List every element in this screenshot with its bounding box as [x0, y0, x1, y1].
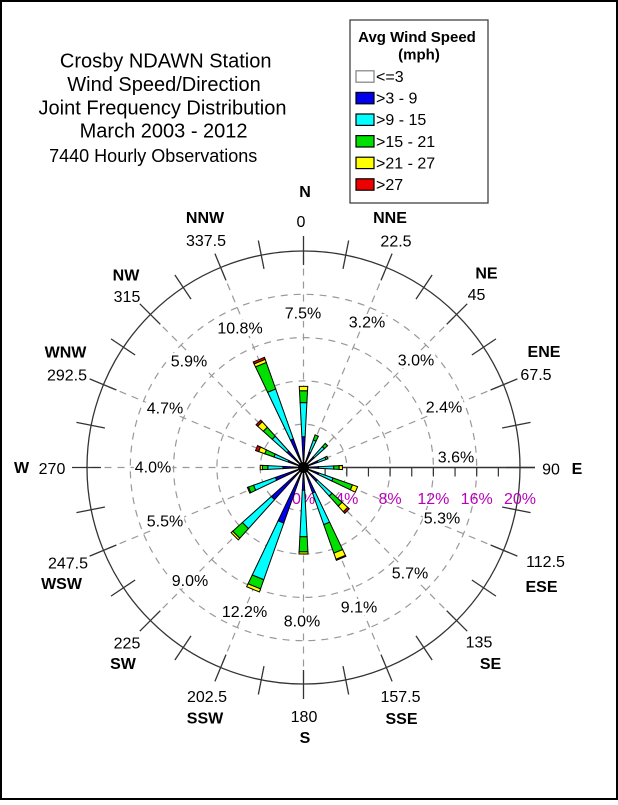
- svg-text:3.0%: 3.0%: [398, 353, 434, 370]
- svg-text:5.9%: 5.9%: [171, 354, 207, 371]
- svg-text:N: N: [299, 184, 311, 201]
- svg-text:SSE: SSE: [385, 711, 417, 728]
- svg-text:NE: NE: [475, 265, 498, 282]
- svg-text:3.6%: 3.6%: [438, 450, 474, 467]
- svg-text:S: S: [300, 730, 311, 747]
- svg-text:247.5: 247.5: [48, 555, 88, 572]
- svg-text:7440 Hourly Observations: 7440 Hourly Observations: [49, 146, 257, 166]
- svg-text:202.5: 202.5: [187, 689, 227, 706]
- svg-text:180: 180: [291, 709, 318, 726]
- svg-text:9.1%: 9.1%: [341, 600, 377, 617]
- svg-text:8.0%: 8.0%: [284, 614, 320, 631]
- svg-text:10.8%: 10.8%: [217, 321, 262, 338]
- svg-text:(mph): (mph): [398, 47, 440, 64]
- svg-text:0: 0: [297, 214, 306, 231]
- svg-text:Joint Frequency Distribution: Joint Frequency Distribution: [39, 98, 287, 120]
- svg-text:2.4%: 2.4%: [426, 400, 462, 417]
- svg-text:12%: 12%: [417, 491, 449, 508]
- svg-text:>21 - 27: >21 - 27: [376, 155, 435, 172]
- svg-text:135: 135: [466, 634, 493, 651]
- svg-text:112.5: 112.5: [526, 554, 565, 571]
- svg-text:67.5: 67.5: [520, 367, 551, 384]
- svg-text:>27: >27: [376, 177, 403, 194]
- svg-text:5.3%: 5.3%: [424, 511, 460, 528]
- svg-text:March 2003 - 2012: March 2003 - 2012: [80, 121, 248, 143]
- svg-text:NNW: NNW: [186, 210, 225, 227]
- svg-text:12.2%: 12.2%: [222, 604, 267, 621]
- svg-text:20%: 20%: [504, 491, 536, 508]
- svg-text:90: 90: [542, 461, 560, 478]
- svg-text:>9 - 15: >9 - 15: [376, 112, 426, 129]
- svg-text:WNW: WNW: [45, 344, 88, 361]
- svg-text:NW: NW: [113, 267, 141, 284]
- svg-text:16%: 16%: [461, 491, 493, 508]
- svg-text:3.2%: 3.2%: [349, 315, 385, 332]
- svg-text:ESE: ESE: [525, 579, 557, 596]
- svg-text:W: W: [14, 460, 30, 477]
- svg-text:Avg Wind Speed: Avg Wind Speed: [358, 29, 476, 46]
- svg-text:SE: SE: [480, 656, 502, 673]
- svg-text:4.0%: 4.0%: [135, 460, 171, 477]
- svg-text:9.0%: 9.0%: [172, 573, 208, 590]
- svg-text:<=3: <=3: [376, 69, 404, 86]
- svg-text:45: 45: [468, 287, 486, 304]
- svg-text:157.5: 157.5: [380, 689, 420, 706]
- svg-text:292.5: 292.5: [47, 367, 87, 384]
- svg-text:225: 225: [114, 635, 141, 652]
- svg-text:ENE: ENE: [528, 344, 561, 361]
- svg-text:337.5: 337.5: [186, 233, 226, 250]
- svg-text:315: 315: [114, 289, 141, 306]
- svg-text:Wind Speed/Direction: Wind Speed/Direction: [67, 74, 260, 96]
- svg-text:Crosby NDAWN Station: Crosby NDAWN Station: [60, 51, 272, 73]
- svg-text:22.5: 22.5: [380, 233, 411, 250]
- svg-text:SW: SW: [110, 656, 137, 673]
- svg-text:E: E: [572, 461, 583, 478]
- svg-text:5.7%: 5.7%: [392, 566, 428, 583]
- svg-text:>3 - 9: >3 - 9: [376, 91, 417, 108]
- svg-text:5.5%: 5.5%: [147, 514, 183, 531]
- svg-text:7.5%: 7.5%: [285, 306, 321, 323]
- svg-text:NNE: NNE: [373, 210, 407, 227]
- svg-text:SSW: SSW: [187, 710, 224, 727]
- svg-text:>15 - 21: >15 - 21: [376, 134, 435, 151]
- svg-text:270: 270: [39, 461, 66, 478]
- svg-text:WSW: WSW: [41, 576, 83, 593]
- svg-text:4.7%: 4.7%: [147, 401, 183, 418]
- svg-text:8%: 8%: [379, 491, 402, 508]
